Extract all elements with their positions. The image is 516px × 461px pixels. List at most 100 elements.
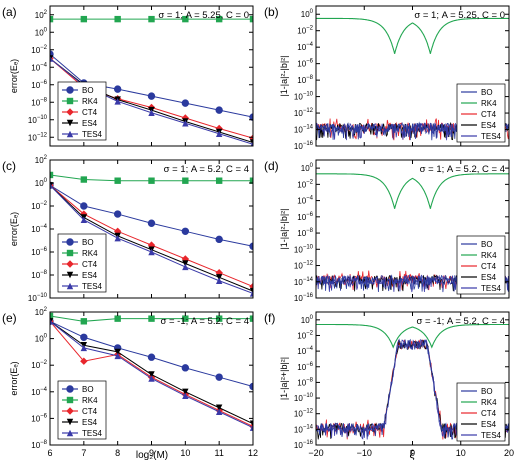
tes4-point — [114, 352, 121, 360]
bo-point — [181, 227, 190, 236]
legend-label-bo: BO — [82, 385, 94, 394]
es4-point — [182, 388, 189, 395]
y-axis-label: error(Eₑ) — [9, 212, 19, 246]
bo-point — [80, 202, 88, 210]
y-axis-label: |1-|a|²-|b|²| — [279, 208, 289, 249]
tes4-point — [148, 109, 155, 116]
ct4-point — [66, 407, 74, 415]
panel-a: 10−12 10−10 10−8 10−6 10−4 10−2 100 102 σ = 1; A… — [2, 5, 254, 147]
tes4-point — [215, 130, 223, 137]
rk4-point — [80, 176, 88, 183]
rk4-point — [66, 97, 74, 105]
bo-point — [113, 210, 122, 218]
tes4-point — [215, 408, 223, 415]
rk4-point — [182, 15, 189, 23]
rk4-point — [249, 15, 253, 23]
legend-label-bo: BO — [481, 88, 493, 97]
x-tick-label: −20 — [308, 448, 323, 458]
bo-point — [181, 99, 190, 107]
legend-box — [57, 380, 107, 440]
tes4-point — [114, 235, 121, 242]
y-tick-label: 10−10 — [294, 393, 314, 403]
y-tick-label: 10−8 — [31, 97, 47, 107]
y-tick-label: 10−10 — [28, 293, 48, 303]
x-tick-label: 20 — [504, 448, 514, 458]
plot-area — [50, 312, 253, 431]
panel-letter: (b) — [264, 5, 279, 19]
x-tick-label: 6 — [47, 448, 52, 458]
tes4-point — [114, 98, 121, 105]
y-tick-label: 10−6 — [297, 362, 313, 372]
legend-label-bo: BO — [481, 240, 493, 249]
tes4-point — [182, 392, 189, 399]
y-tick-label: 10−14 — [294, 424, 314, 434]
y-tick-label: 10−12 — [294, 261, 314, 271]
rk4-point — [148, 15, 155, 23]
es4-point — [148, 371, 155, 378]
legend-label-rk4: RK4 — [82, 249, 98, 258]
rk4-point — [215, 15, 223, 23]
y-tick-label: 10−14 — [294, 277, 314, 287]
y-tick-label: 10−2 — [297, 179, 313, 189]
y-axis-label: error(Eₑ) — [9, 361, 19, 395]
y-axis-label: |1-|a|²-|b|²| — [279, 55, 289, 96]
ct4-point — [80, 357, 88, 365]
y-tick-label: 10−8 — [31, 440, 47, 450]
legend-label-ct4: CT4 — [82, 108, 98, 117]
y-tick-label: 10−12 — [28, 132, 48, 142]
y-tick-label: 100 — [35, 334, 48, 344]
tes4-point — [182, 263, 189, 271]
bo-point — [113, 85, 122, 93]
tes4-point — [80, 344, 88, 352]
legend-box — [57, 81, 107, 141]
y-tick-label: 10−16 — [294, 293, 314, 303]
legend-label-bo: BO — [82, 86, 94, 95]
y-tick-label: 100 — [301, 163, 314, 173]
y-tick-label: 100 — [35, 27, 48, 37]
x-tick-label: 10 — [456, 448, 466, 458]
rk4-point — [50, 312, 54, 320]
bo-point — [249, 113, 253, 121]
rk4-point — [182, 177, 189, 184]
es4-point — [215, 274, 223, 281]
panel-annotation: σ = -1; A = 5.2, C = 4 — [160, 316, 249, 327]
y-tick-label: 10−14 — [294, 125, 314, 135]
panel-e: 10−8 10−6 10−4 10−2 100 102 6 7 8 9 10 11 12 σ = -1; … — [2, 307, 258, 458]
legend-label-rk4: RK4 — [481, 398, 497, 407]
legend: BO RK4 CT4 ES4 TES4 — [57, 380, 107, 440]
y-tick-label: 10−8 — [297, 75, 313, 85]
legend-label-es4: ES4 — [82, 271, 98, 280]
y-tick-label: 100 — [301, 9, 314, 19]
es4-point — [114, 348, 121, 356]
y-tick-label: 10−6 — [31, 80, 47, 90]
x-tick-label: 7 — [81, 448, 86, 458]
legend: BO RK4 CT4 ES4 TES4 — [57, 233, 107, 293]
es4-point — [249, 139, 253, 146]
plot-area — [50, 171, 253, 297]
y-tick-label: 10−2 — [297, 26, 313, 36]
es4-point — [66, 418, 74, 426]
y-tick-label: 10−4 — [31, 62, 47, 72]
legend-label-es4: ES4 — [481, 420, 497, 429]
y-tick-label: 10−6 — [31, 247, 47, 257]
series-line-rk4 — [316, 17, 509, 54]
legend-label-tes4: TES4 — [481, 132, 502, 141]
y-tick-label: 10−4 — [297, 42, 313, 52]
es4-point — [66, 271, 74, 279]
panel-letter: (c) — [2, 159, 16, 173]
rk4-point — [215, 177, 223, 184]
tes4-point — [80, 216, 88, 223]
bo-point — [66, 238, 74, 246]
rk4-point — [182, 315, 189, 322]
y-tick-label: 10−2 — [31, 360, 47, 370]
y-tick-label: 100 — [35, 178, 48, 188]
panel-c: 10−10 10−8 10−6 10−4 10−2 100 102 σ = 1; A = 5.… — [2, 155, 254, 303]
bo-point — [147, 92, 156, 100]
y-tick-label: 10−4 — [297, 346, 313, 356]
legend: BO RK4 CT4 ES4 TES4 — [456, 235, 506, 295]
y-tick-label: 10−6 — [297, 212, 313, 222]
x-tick-label: 10 — [180, 448, 190, 458]
legend-label-es4: ES4 — [82, 418, 98, 427]
y-tick-label: 10−6 — [297, 59, 313, 69]
rk4-point — [114, 177, 121, 184]
